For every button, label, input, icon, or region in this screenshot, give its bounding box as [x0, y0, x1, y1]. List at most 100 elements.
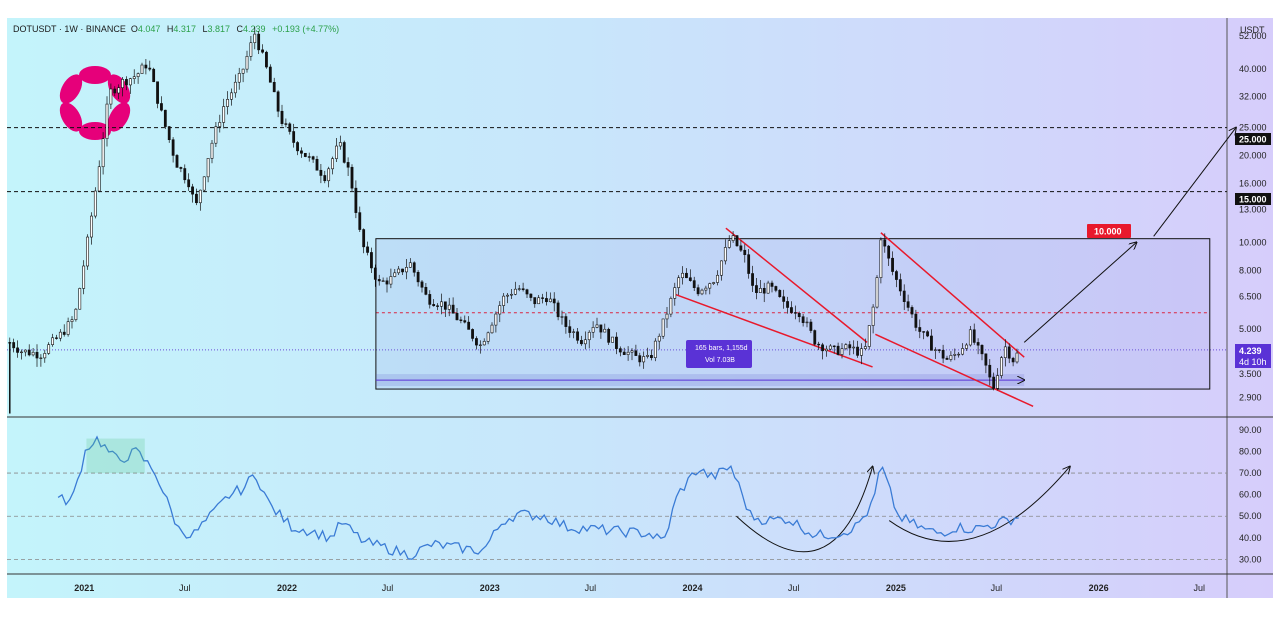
candle: [968, 325, 972, 347]
candle: [1007, 343, 1011, 364]
candle: [747, 249, 751, 279]
candle: [790, 301, 793, 314]
candle: [996, 368, 999, 391]
candle: [941, 344, 945, 364]
low-value: 3.817: [207, 24, 231, 34]
rsi-series: [57, 435, 1019, 560]
candle: [498, 301, 502, 323]
candle: [249, 36, 253, 61]
candle: [906, 294, 910, 312]
level-label-25: 25.000: [1235, 133, 1271, 145]
candle: [226, 91, 229, 115]
candle: [657, 333, 661, 350]
candle: [731, 231, 735, 243]
range-box: [375, 238, 1211, 390]
time-tick-label: 2024: [683, 583, 703, 593]
candle: [455, 307, 459, 321]
change-value: +0.193 (+4.77%): [272, 24, 340, 34]
candle: [918, 319, 922, 339]
candle: [117, 84, 121, 100]
candle: [821, 342, 824, 360]
candle: [451, 297, 455, 314]
candle: [12, 338, 16, 353]
candle: [202, 176, 206, 192]
candle: [463, 315, 467, 324]
candle: [572, 328, 576, 339]
candle: [338, 135, 342, 150]
candle: [179, 166, 183, 173]
candle: [478, 340, 482, 354]
rsi-tick-label: 70.00: [1239, 468, 1262, 478]
candle: [677, 275, 681, 295]
candle: [513, 281, 517, 296]
candle: [661, 318, 665, 340]
price-tick-label: 8.000: [1239, 265, 1262, 275]
price-tick-label: 16.000: [1239, 179, 1267, 189]
candle-series: [8, 26, 1019, 414]
candle: [222, 98, 226, 129]
rsi-tick-label: 90.00: [1239, 425, 1262, 435]
candle: [377, 274, 381, 286]
candle: [233, 74, 237, 98]
candle: [405, 259, 408, 280]
candle: [914, 309, 918, 332]
candle: [373, 264, 377, 287]
rsi-tick-label: 80.00: [1239, 447, 1262, 457]
candle: [253, 26, 257, 50]
candle: [303, 152, 307, 158]
candle: [840, 343, 844, 359]
candle: [626, 346, 630, 361]
candle: [980, 344, 984, 361]
candle: [187, 173, 191, 191]
price-tick-label: 32.000: [1239, 92, 1267, 102]
candle: [432, 299, 436, 307]
candle: [576, 327, 579, 344]
candle: [1011, 356, 1015, 367]
candle: [296, 141, 299, 156]
time-tick-label: 2023: [480, 583, 500, 593]
candle: [696, 284, 700, 297]
candle: [144, 58, 148, 75]
candle: [984, 353, 988, 374]
candle: [716, 270, 719, 286]
candle: [506, 292, 509, 304]
candle: [665, 307, 669, 328]
candle: [486, 331, 490, 345]
candle: [898, 273, 902, 296]
candle: [832, 345, 836, 354]
logo-dot: [79, 66, 111, 84]
candle: [276, 90, 280, 118]
candle: [988, 359, 992, 386]
wedge-line-3: [875, 333, 1034, 408]
candle: [926, 330, 929, 338]
candle: [766, 280, 770, 294]
candle: [218, 114, 222, 133]
candle: [591, 321, 595, 338]
candle: [428, 290, 432, 309]
svg-text:4d 10h: 4d 10h: [1239, 357, 1267, 367]
chart-area[interactable]: DOTUSDT · 1W · BINANCE O4.047 H4.317 L3.…: [7, 18, 1273, 598]
candle: [537, 294, 541, 305]
candle: [183, 164, 187, 184]
candle: [910, 305, 914, 319]
candle: [160, 96, 163, 112]
rsi-tick-label: 30.00: [1239, 554, 1262, 564]
price-tick-label: 2.900: [1239, 392, 1262, 402]
candle: [272, 77, 276, 93]
candle: [121, 77, 124, 97]
candle: [191, 183, 194, 203]
candle: [583, 331, 587, 350]
candle: [23, 349, 27, 357]
candle: [720, 260, 723, 281]
candle: [93, 187, 97, 219]
candle: [595, 317, 599, 329]
candle: [163, 109, 167, 130]
candle: [735, 235, 739, 247]
candle: [669, 296, 673, 318]
candle: [27, 344, 31, 357]
candle: [552, 292, 556, 312]
candle: [86, 234, 89, 270]
time-tick-label: 2025: [886, 583, 906, 593]
svg-text:4.239: 4.239: [1239, 346, 1262, 356]
candle: [688, 269, 692, 282]
